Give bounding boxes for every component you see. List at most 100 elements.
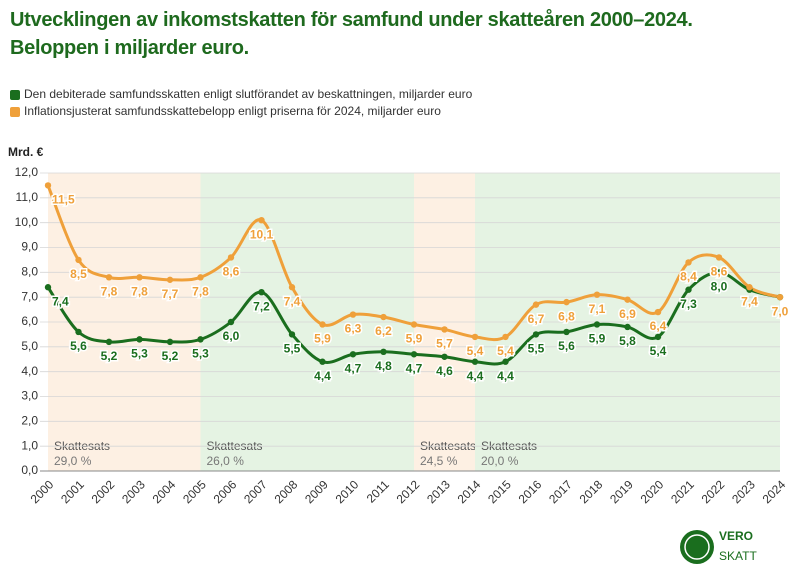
- data-point: [685, 286, 692, 293]
- data-point: [410, 351, 418, 358]
- data-point: [593, 291, 601, 298]
- data-point: [166, 338, 174, 346]
- data-point: [624, 296, 631, 303]
- x-tick-label: 2024: [760, 477, 789, 506]
- value-label: 7,4: [284, 294, 301, 308]
- data-point: [105, 338, 113, 346]
- logo-text: SKATT: [719, 549, 757, 563]
- value-label: 4,7: [345, 361, 362, 375]
- data-point: [197, 274, 204, 281]
- data-point: [44, 182, 52, 189]
- logo: VERO SKATT: [680, 529, 757, 564]
- value-label: 7,0: [772, 304, 789, 318]
- data-point: [715, 269, 723, 276]
- x-tick-label: 2009: [302, 477, 331, 506]
- x-tick-label: 2017: [546, 477, 575, 506]
- value-label: 5,9: [314, 332, 331, 346]
- legend-swatch: [10, 107, 20, 117]
- logo-emblem-ring: [684, 534, 710, 560]
- data-point: [166, 276, 174, 283]
- value-label: 8,6: [711, 265, 728, 279]
- x-tick-label: 2019: [607, 477, 636, 506]
- x-tick-label: 2003: [119, 477, 148, 506]
- value-label: 5,8: [619, 334, 636, 348]
- x-tick-label: 2014: [455, 477, 484, 506]
- value-label: 8,4: [680, 270, 697, 284]
- value-label: 8,0: [711, 280, 728, 294]
- value-label: 5,5: [528, 342, 545, 356]
- data-point: [685, 259, 692, 266]
- band-rate: 29,0 %: [54, 454, 92, 468]
- y-tick-label: 8,0: [21, 265, 38, 279]
- x-tick-label: 2021: [668, 477, 697, 506]
- x-tick-label: 2023: [729, 477, 758, 506]
- data-point: [410, 321, 418, 328]
- data-point: [624, 323, 631, 331]
- y-axis-label: Mrd. €: [8, 145, 44, 159]
- data-point: [654, 308, 662, 316]
- legend-label: Inflationsjusterat samfundsskattebelopp …: [24, 104, 441, 118]
- data-point: [288, 284, 296, 291]
- x-tick-label: 2006: [211, 477, 240, 506]
- data-point: [471, 333, 479, 341]
- value-label: 5,4: [650, 344, 667, 358]
- value-label: 7,2: [253, 299, 270, 313]
- data-point: [563, 298, 570, 306]
- legend-label: Den debiterade samfundsskatten enligt sl…: [24, 87, 473, 101]
- x-tick-label: 2022: [699, 477, 728, 506]
- y-tick-label: 12,0: [15, 165, 39, 179]
- x-tick-label: 2008: [272, 477, 301, 506]
- data-point: [288, 331, 296, 338]
- y-tick-label: 11,0: [16, 190, 39, 204]
- y-tick-label: 5,0: [21, 339, 38, 353]
- value-label: 6,0: [223, 329, 240, 343]
- data-point: [197, 336, 204, 343]
- band-rate: 20,0 %: [481, 454, 519, 468]
- data-point: [75, 256, 82, 264]
- value-label: 10,1: [250, 227, 274, 241]
- y-tick-label: 2,0: [21, 414, 38, 428]
- x-tick-label: 2018: [577, 477, 606, 506]
- band-rate: 24,5 %: [420, 454, 458, 468]
- value-label: 5,4: [497, 344, 514, 358]
- data-point: [227, 254, 235, 261]
- value-label: 5,3: [192, 347, 209, 361]
- value-label: 7,4: [52, 294, 69, 308]
- data-point: [75, 328, 82, 336]
- value-label: 4,4: [314, 369, 331, 383]
- x-tick-label: 2015: [485, 477, 514, 506]
- data-point: [502, 358, 509, 365]
- value-label: 6,2: [375, 324, 392, 338]
- data-point: [349, 351, 357, 358]
- y-tick-label: 10,0: [15, 215, 39, 229]
- y-tick-label: 1,0: [21, 438, 38, 452]
- value-label: 7,4: [741, 294, 758, 308]
- value-label: 8,6: [223, 265, 240, 279]
- x-tick-label: 2001: [58, 477, 87, 506]
- data-point: [136, 274, 143, 281]
- data-point: [715, 254, 723, 261]
- value-label: 7,1: [589, 302, 606, 316]
- data-point: [258, 216, 265, 224]
- value-label: 7,8: [192, 284, 209, 298]
- data-point: [319, 358, 326, 365]
- data-point: [380, 348, 387, 355]
- value-label: 8,5: [70, 267, 87, 281]
- value-label: 6,8: [558, 309, 575, 323]
- value-label: 6,4: [650, 319, 667, 333]
- value-label: 7,8: [101, 284, 118, 298]
- value-label: 5,5: [284, 342, 301, 356]
- x-tick-label: 2016: [516, 477, 545, 506]
- value-label: 7,7: [162, 287, 179, 301]
- y-tick-label: 4,0: [21, 364, 38, 378]
- x-tick-label: 2010: [333, 477, 362, 506]
- value-label: 4,8: [375, 359, 392, 373]
- value-label: 11,5: [52, 193, 75, 207]
- data-point: [654, 333, 662, 341]
- value-label: 4,6: [436, 364, 453, 378]
- value-label: 4,4: [467, 369, 484, 383]
- x-tick-label: 2005: [180, 477, 209, 506]
- data-point: [258, 289, 265, 296]
